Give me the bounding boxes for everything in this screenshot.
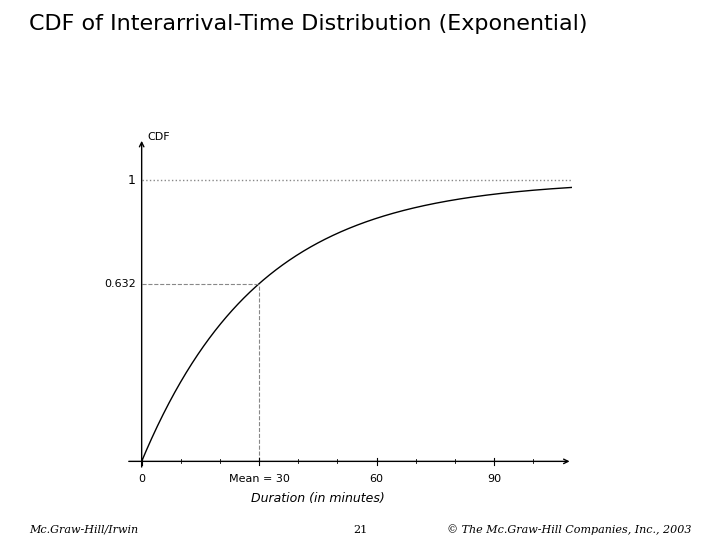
- Text: 21: 21: [353, 524, 367, 535]
- Text: 0.632: 0.632: [104, 279, 136, 289]
- Text: 60: 60: [369, 474, 384, 484]
- Text: CDF of Interarrival-Time Distribution (Exponential): CDF of Interarrival-Time Distribution (E…: [29, 14, 588, 33]
- Text: CDF: CDF: [148, 132, 170, 143]
- Text: Duration (in minutes): Duration (in minutes): [251, 492, 384, 505]
- Text: 90: 90: [487, 474, 501, 484]
- Text: Mc.Graw-Hill/Irwin: Mc.Graw-Hill/Irwin: [29, 524, 138, 535]
- Text: 1: 1: [128, 174, 136, 187]
- Text: 0: 0: [138, 474, 145, 484]
- Text: © The Mc.Graw-Hill Companies, Inc., 2003: © The Mc.Graw-Hill Companies, Inc., 2003: [446, 524, 691, 535]
- Text: Mean = 30: Mean = 30: [229, 474, 289, 484]
